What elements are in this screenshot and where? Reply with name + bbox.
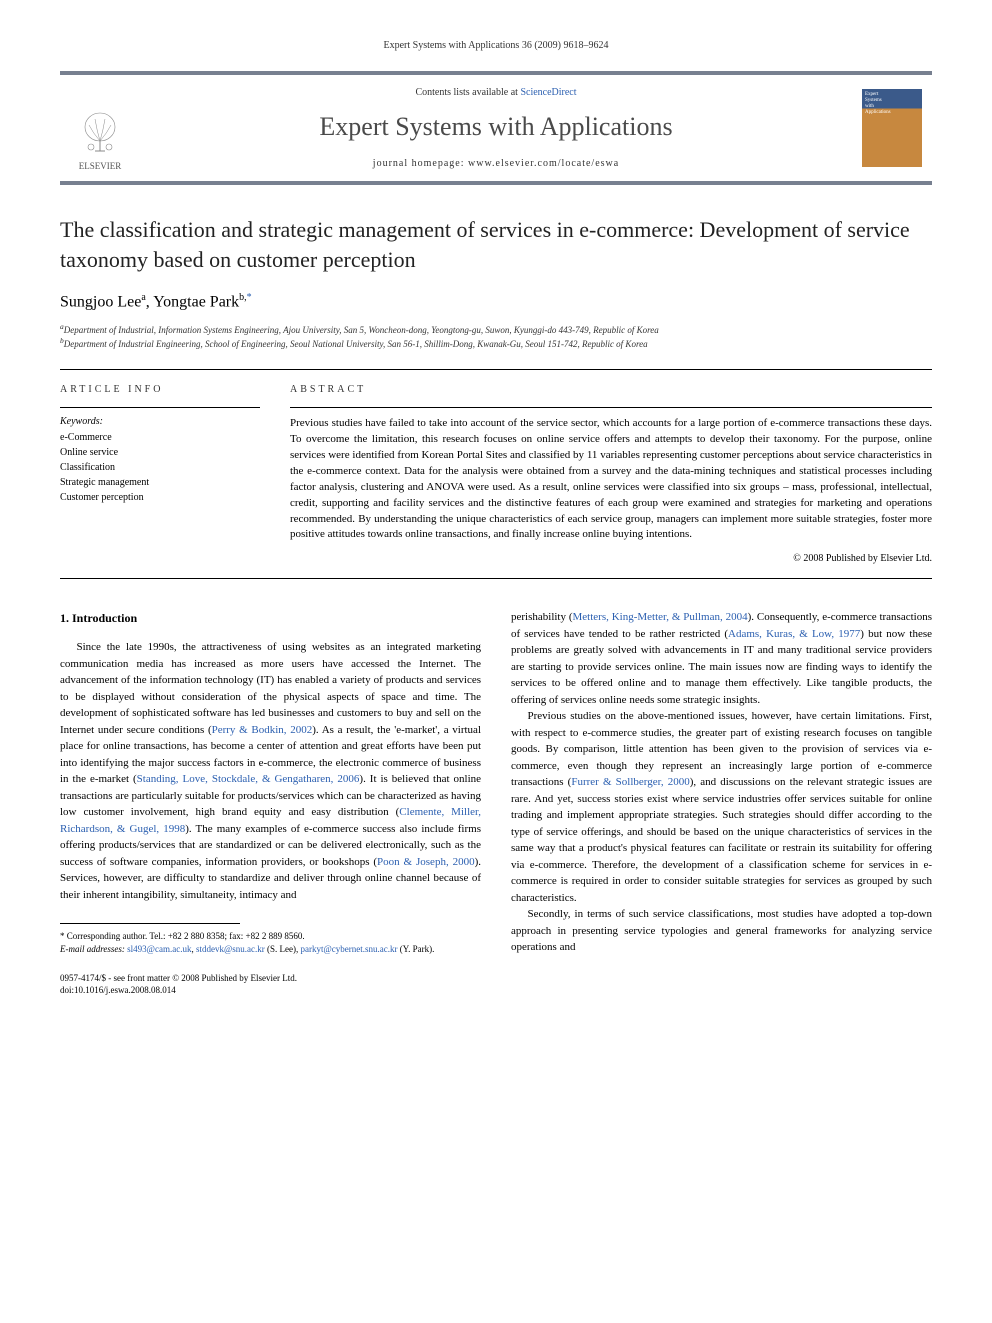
article-title: The classification and strategic managem… — [60, 215, 932, 274]
corresponding-mark: * — [247, 292, 252, 303]
abstract-heading: ABSTRACT — [290, 384, 932, 395]
affiliations: aDepartment of Industrial, Information S… — [60, 322, 932, 351]
email-label: E-mail addresses: — [60, 944, 125, 954]
author-2: Yongtae Park — [153, 294, 239, 311]
footnote-separator — [60, 923, 240, 924]
abstract-copyright: © 2008 Published by Elsevier Ltd. — [290, 553, 932, 564]
keyword-3: Classification — [60, 460, 260, 475]
sciencedirect-link[interactable]: ScienceDirect — [520, 87, 576, 98]
journal-title: Expert Systems with Applications — [140, 112, 852, 142]
citation-furrer[interactable]: Furrer & Sollberger, 2000 — [571, 776, 689, 788]
p2-text-2: ), and discussions on the relevant strat… — [511, 776, 932, 904]
affiliation-a: Department of Industrial, Information Sy… — [64, 325, 659, 335]
citation-standing[interactable]: Standing, Love, Stockdale, & Gengatharen… — [137, 773, 360, 785]
elsevier-tree-icon — [75, 107, 125, 157]
intro-para-1: Since the late 1990s, the attractiveness… — [60, 639, 481, 903]
intro-para-3: Secondly, in terms of such service class… — [511, 906, 932, 956]
contents-available-line: Contents lists available at ScienceDirec… — [140, 87, 852, 98]
intro-para-2: Previous studies on the above-mentioned … — [511, 708, 932, 906]
cover-line-4: Applications — [865, 110, 919, 116]
affiliation-b: Department of Industrial Engineering, Sc… — [64, 339, 648, 349]
abstract-column: ABSTRACT Previous studies have failed to… — [290, 384, 932, 565]
citation-poon[interactable]: Poon & Joseph, 2000 — [377, 856, 475, 868]
p1c-text-1: perishability ( — [511, 611, 573, 623]
citation-metters[interactable]: Metters, King-Metter, & Pullman, 2004 — [573, 611, 748, 623]
section-1-heading: 1. Introduction — [60, 609, 481, 627]
journal-cover-thumb: Expert Systems with Applications — [852, 75, 932, 181]
email-who-1: (S. Lee), — [267, 944, 298, 954]
body-two-column: 1. Introduction Since the late 1990s, th… — [60, 609, 932, 996]
bottom-metadata: 0957-4174/$ - see front matter © 2008 Pu… — [60, 972, 481, 997]
publisher-name: ELSEVIER — [79, 161, 122, 171]
keywords-label: Keywords: — [60, 416, 260, 427]
email-link-1b[interactable]: stddevk@snu.ac.kr — [196, 944, 265, 954]
author-2-sup: b, — [239, 292, 247, 303]
publisher-logo: ELSEVIER — [60, 75, 140, 181]
author-list: Sungjoo Leea, Yongtae Parkb,* — [60, 292, 932, 311]
author-1: Sungjoo Lee — [60, 294, 141, 311]
author-1-sup: a — [141, 292, 145, 303]
info-divider — [60, 407, 260, 408]
corr-author-line: * Corresponding author. Tel.: +82 2 880 … — [60, 930, 481, 943]
keyword-1: e-Commerce — [60, 430, 260, 445]
running-head: Expert Systems with Applications 36 (200… — [60, 40, 932, 51]
keyword-2: Online service — [60, 445, 260, 460]
abstract-text: Previous studies have failed to take int… — [290, 416, 932, 544]
article-info-heading: ARTICLE INFO — [60, 384, 260, 395]
article-info-column: ARTICLE INFO Keywords: e-Commerce Online… — [60, 384, 260, 565]
corresponding-footnote: * Corresponding author. Tel.: +82 2 880 … — [60, 930, 481, 955]
journal-homepage: journal homepage: www.elsevier.com/locat… — [140, 158, 852, 169]
email-who-2: (Y. Park). — [400, 944, 435, 954]
p1-text-1: Since the late 1990s, the attractiveness… — [60, 641, 481, 736]
email-link-1[interactable]: sl493@cam.ac.uk — [127, 944, 191, 954]
keyword-4: Strategic management — [60, 475, 260, 490]
keywords-list: e-Commerce Online service Classification… — [60, 430, 260, 505]
journal-masthead: ELSEVIER Contents lists available at Sci… — [60, 71, 932, 185]
doi-line: doi:10.1016/j.eswa.2008.08.014 — [60, 984, 481, 997]
intro-para-1-cont: perishability (Metters, King-Metter, & P… — [511, 609, 932, 708]
abstract-divider — [290, 407, 932, 408]
keyword-5: Customer perception — [60, 490, 260, 505]
citation-adams[interactable]: Adams, Kuras, & Low, 1977 — [728, 628, 860, 640]
contents-prefix: Contents lists available at — [415, 87, 520, 98]
issn-line: 0957-4174/$ - see front matter © 2008 Pu… — [60, 972, 481, 985]
divider-bottom — [60, 578, 932, 579]
citation-perry[interactable]: Perry & Bodkin, 2002 — [212, 724, 313, 736]
email-link-2[interactable]: parkyt@cybernet.snu.ac.kr — [300, 944, 397, 954]
divider-top — [60, 369, 932, 370]
